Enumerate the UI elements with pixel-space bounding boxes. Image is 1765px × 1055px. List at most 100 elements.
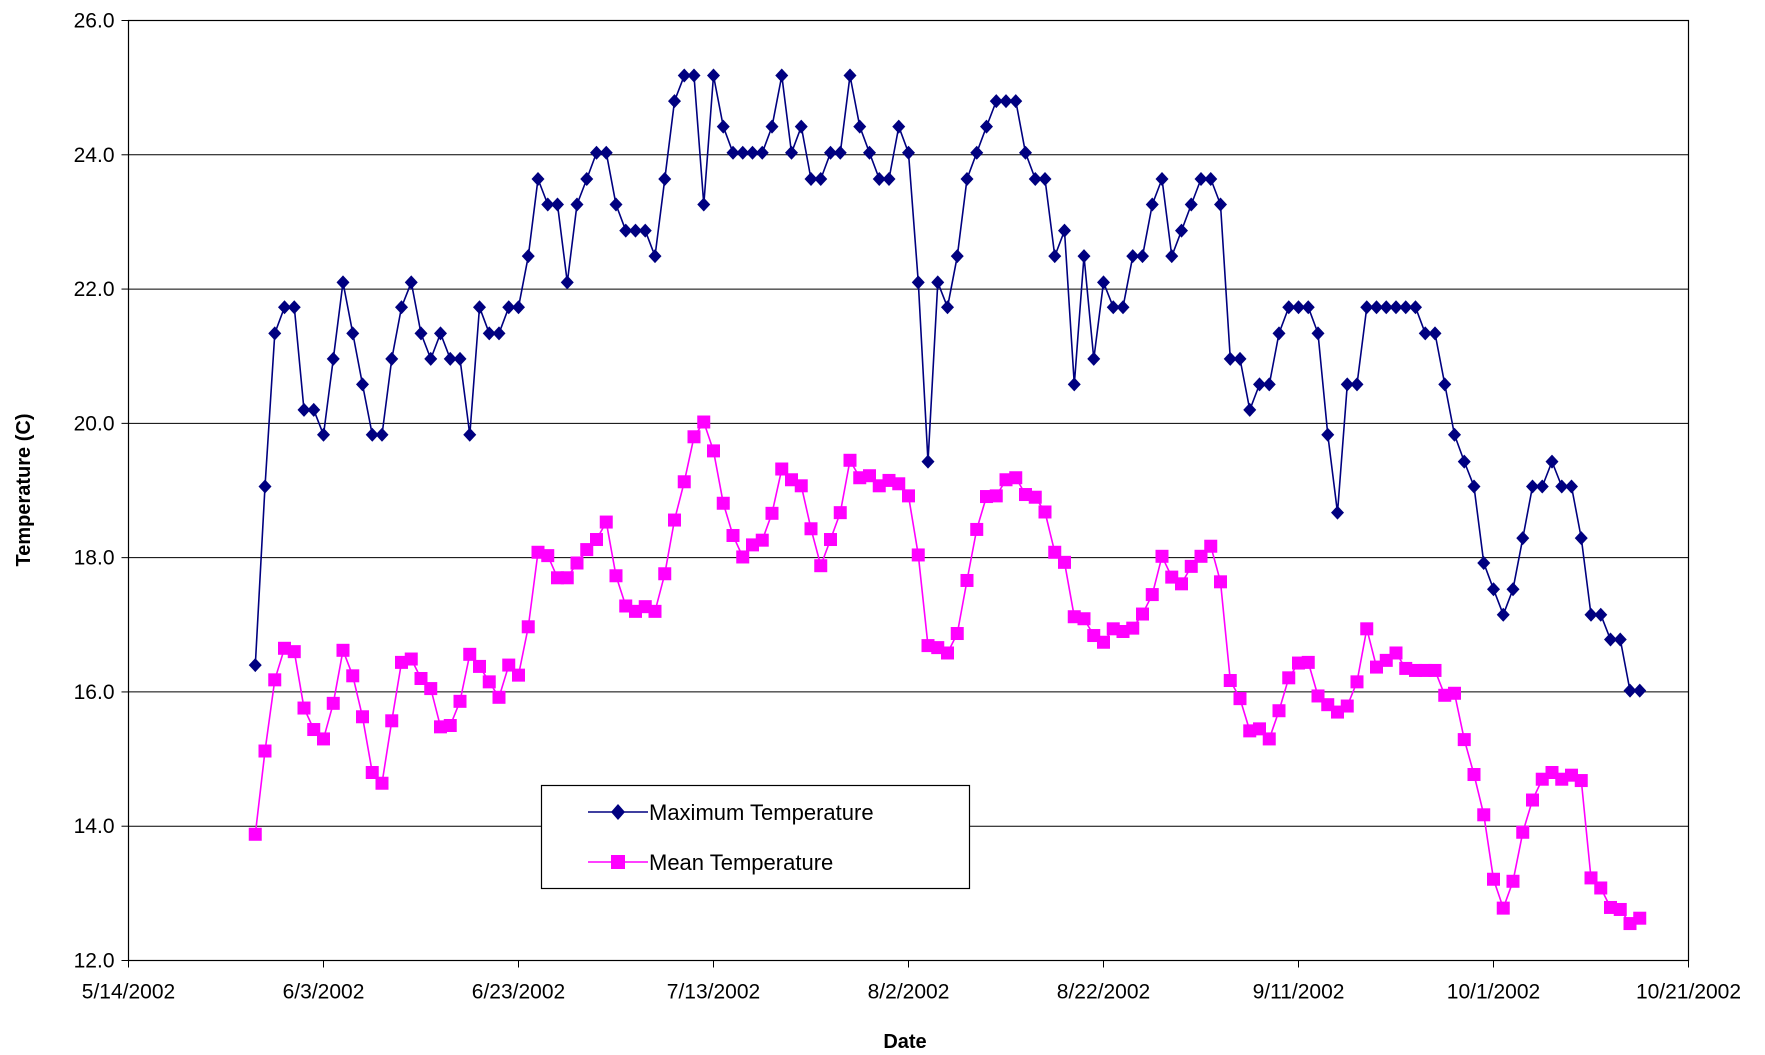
data-point-mean bbox=[404, 652, 418, 666]
data-point-maximum bbox=[716, 119, 730, 134]
data-point-mean bbox=[1594, 881, 1608, 895]
data-point-mean bbox=[970, 522, 984, 536]
data-point-maximum bbox=[346, 326, 360, 341]
data-point-mean bbox=[824, 533, 837, 547]
data-point-maximum bbox=[1623, 683, 1637, 698]
data-point-mean bbox=[658, 567, 672, 581]
data-point-mean bbox=[726, 528, 740, 542]
data-point-maximum bbox=[1457, 454, 1471, 469]
x-tick-label: 8/2/2002 bbox=[868, 981, 950, 1004]
data-point-mean bbox=[1613, 902, 1627, 916]
data-point-maximum bbox=[1399, 300, 1413, 315]
data-point-maximum bbox=[785, 145, 798, 160]
x-tick-label: 6/3/2002 bbox=[283, 981, 365, 1004]
data-point-maximum bbox=[1574, 531, 1588, 546]
data-point-mean bbox=[1097, 635, 1110, 649]
data-point-maximum bbox=[1165, 249, 1179, 264]
data-point-maximum bbox=[473, 300, 486, 315]
data-point-maximum bbox=[843, 68, 857, 83]
data-point-maximum bbox=[619, 223, 633, 238]
data-point-mean bbox=[1526, 793, 1539, 807]
data-point-mean bbox=[736, 550, 750, 564]
data-point-maximum bbox=[999, 94, 1013, 109]
data-point-mean bbox=[1457, 733, 1471, 747]
data-point-mean bbox=[1350, 675, 1364, 689]
data-point-maximum bbox=[1301, 300, 1315, 315]
data-point-maximum bbox=[570, 197, 584, 212]
data-point-mean bbox=[697, 415, 711, 429]
data-point-mean bbox=[1272, 704, 1286, 718]
data-point-mean bbox=[268, 673, 282, 687]
data-point-maximum bbox=[1516, 531, 1530, 546]
data-point-mean bbox=[648, 604, 662, 618]
data-point-maximum bbox=[707, 68, 720, 83]
data-point-mean bbox=[794, 479, 808, 493]
series-line-maximum bbox=[254, 74, 1640, 692]
data-point-maximum bbox=[404, 275, 418, 290]
legend-box bbox=[540, 784, 971, 890]
x-tick-label: 6/23/2002 bbox=[472, 981, 565, 1004]
data-point-mean bbox=[1126, 621, 1140, 635]
data-point-mean bbox=[989, 489, 1003, 503]
data-point-mean bbox=[1477, 808, 1491, 822]
data-point-maximum bbox=[1496, 607, 1510, 622]
data-point-maximum bbox=[1233, 351, 1247, 366]
data-point-maximum bbox=[902, 145, 915, 160]
data-point-maximum bbox=[804, 171, 818, 186]
data-point-maximum bbox=[1613, 632, 1627, 647]
data-point-maximum bbox=[1604, 632, 1617, 647]
data-point-maximum bbox=[1038, 171, 1052, 186]
data-point-mean bbox=[521, 620, 535, 634]
data-point-maximum bbox=[326, 351, 340, 366]
data-point-mean bbox=[1184, 559, 1198, 573]
legend-label-mean: Mean Temperature bbox=[649, 850, 833, 875]
data-point-maximum bbox=[1331, 505, 1344, 520]
legend: Maximum Temperature Mean Temperature bbox=[540, 784, 971, 890]
data-point-maximum bbox=[492, 326, 506, 341]
data-point-mean bbox=[1136, 607, 1149, 621]
data-point-maximum bbox=[1409, 300, 1422, 315]
data-point-mean bbox=[1428, 663, 1442, 677]
data-point-maximum bbox=[521, 249, 535, 264]
series-maximum bbox=[248, 68, 1647, 698]
data-point-mean bbox=[1360, 622, 1374, 636]
y-tick-label: 24.0 bbox=[74, 144, 115, 167]
data-point-mean bbox=[1175, 577, 1188, 591]
y-tick-label: 12.0 bbox=[74, 950, 115, 973]
data-point-mean bbox=[1633, 911, 1647, 925]
data-point-mean bbox=[287, 645, 301, 659]
data-point-mean bbox=[570, 556, 584, 570]
data-point-maximum bbox=[1194, 171, 1208, 186]
data-point-mean bbox=[258, 744, 272, 758]
legend-label-maximum: Maximum Temperature bbox=[649, 800, 874, 825]
data-point-maximum bbox=[1097, 275, 1110, 290]
data-point-maximum bbox=[1311, 326, 1325, 341]
data-point-maximum bbox=[1506, 582, 1520, 597]
data-point-mean bbox=[414, 672, 428, 685]
data-point-mean bbox=[1009, 471, 1023, 485]
data-point-mean bbox=[375, 776, 389, 790]
data-point-mean bbox=[1155, 549, 1169, 563]
data-point-mean bbox=[346, 669, 360, 683]
data-point-maximum bbox=[395, 300, 408, 315]
data-point-maximum bbox=[970, 145, 984, 160]
data-point-mean bbox=[424, 682, 438, 696]
data-point-maximum bbox=[755, 145, 769, 160]
x-tick-label: 9/11/2002 bbox=[1253, 981, 1345, 1004]
data-point-mean bbox=[755, 533, 769, 547]
data-point-mean bbox=[326, 696, 340, 710]
x-tick-label: 8/22/2002 bbox=[1057, 981, 1150, 1004]
data-point-mean bbox=[1262, 732, 1276, 746]
x-tick-label: 10/1/2002 bbox=[1447, 981, 1540, 1004]
data-point-mean bbox=[473, 659, 486, 673]
data-point-maximum bbox=[580, 171, 594, 186]
data-point-mean bbox=[1077, 612, 1091, 626]
data-point-maximum bbox=[424, 351, 438, 366]
data-point-maximum bbox=[931, 275, 945, 290]
data-point-maximum bbox=[356, 377, 369, 392]
data-point-maximum bbox=[1262, 377, 1276, 392]
data-point-maximum bbox=[1106, 300, 1120, 315]
data-point-mean bbox=[482, 675, 496, 689]
data-point-maximum bbox=[512, 300, 525, 315]
data-point-mean bbox=[1223, 674, 1237, 688]
